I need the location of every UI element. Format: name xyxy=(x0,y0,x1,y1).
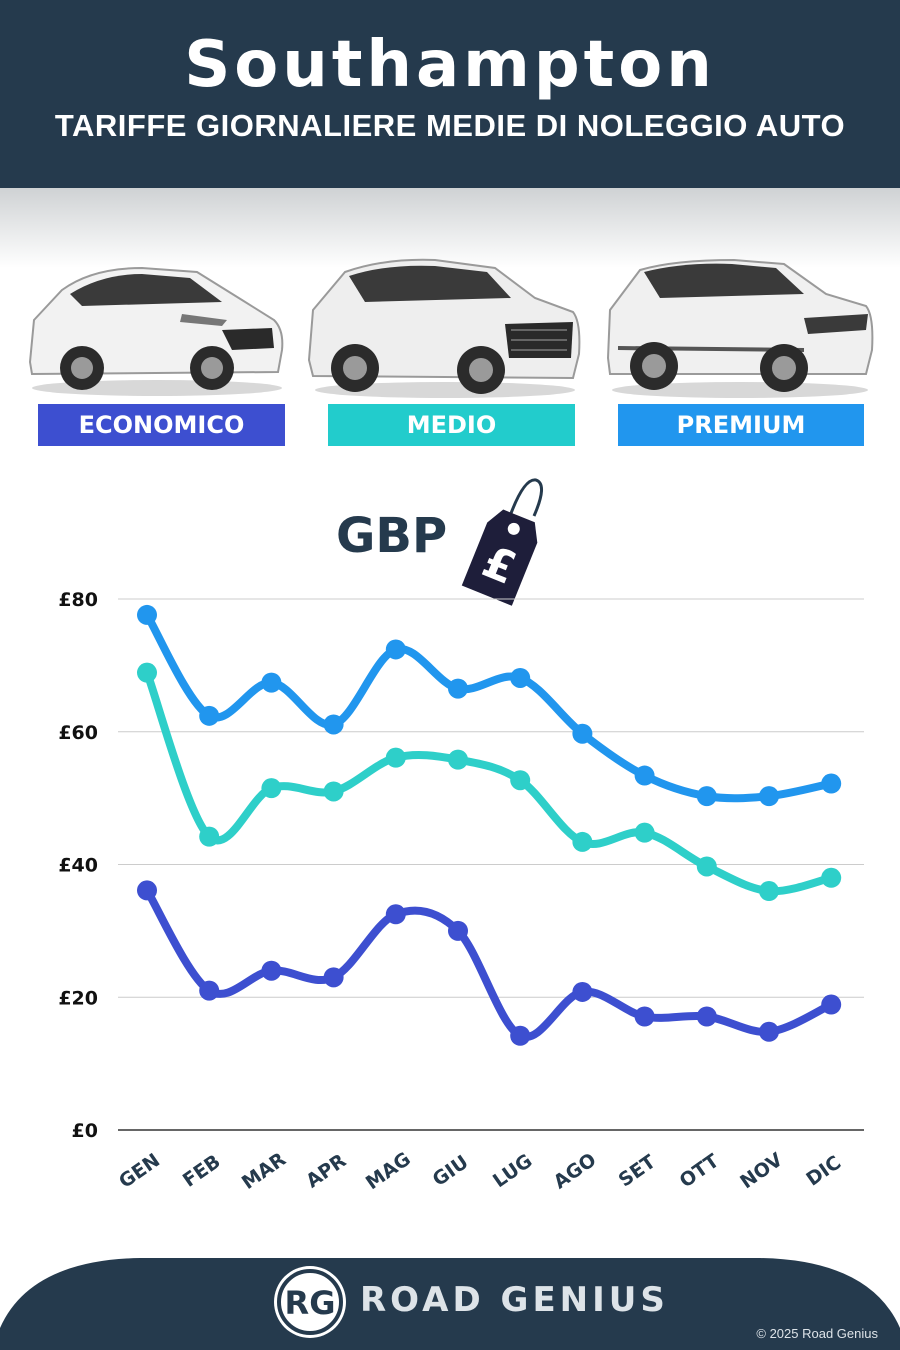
data-point-premium xyxy=(385,639,406,660)
data-point-premium xyxy=(759,786,779,807)
data-point-economico xyxy=(448,920,468,941)
data-point-economico xyxy=(137,880,157,901)
data-point-medio xyxy=(759,881,779,902)
data-point-economico xyxy=(696,1006,717,1027)
premium-suv-image xyxy=(606,258,874,398)
y-tick-label: £40 xyxy=(58,855,98,877)
data-point-medio xyxy=(385,747,406,768)
data-point-medio xyxy=(448,749,468,770)
data-point-medio xyxy=(137,662,157,683)
data-point-medio xyxy=(323,781,344,802)
data-point-premium xyxy=(261,672,282,693)
y-tick-label: £60 xyxy=(58,722,98,744)
data-point-economico xyxy=(261,960,282,981)
data-point-economico xyxy=(385,904,406,925)
data-point-economico xyxy=(572,981,593,1002)
data-point-premium xyxy=(448,678,468,699)
category-label-medio: MEDIO xyxy=(328,404,575,446)
x-tick-label: DIC xyxy=(802,1152,845,1191)
footer-banner: RG xyxy=(0,1258,900,1350)
x-tick-label: APR xyxy=(302,1149,350,1192)
y-tick-label: £20 xyxy=(58,987,98,1009)
data-point-premium xyxy=(199,705,220,726)
copyright-text: © 2025 Road Genius xyxy=(756,1326,878,1341)
data-point-economico xyxy=(634,1006,655,1027)
x-tick-label: NOV xyxy=(736,1149,787,1194)
data-point-economico xyxy=(323,967,344,988)
x-tick-label: MAG xyxy=(362,1148,415,1194)
series-line-economico xyxy=(143,886,836,1041)
x-tick-label: GIU xyxy=(429,1151,473,1191)
data-point-premium xyxy=(323,714,344,735)
category-label-economico: ECONOMICO xyxy=(38,404,285,446)
page-subtitle: TARIFFE GIORNALIERE MEDIE DI NOLEGGIO AU… xyxy=(54,108,846,143)
category-label-premium: PREMIUM xyxy=(618,404,864,446)
x-tick-label: SET xyxy=(615,1151,660,1192)
series-line-premium xyxy=(143,610,836,803)
y-tick-label: £0 xyxy=(72,1120,98,1142)
price-tag-icon: £ xyxy=(461,478,543,606)
line-chart: £0 £20 £40 £60 £80 GEN FEB MAR APR MAG GIU LUG AGO SE… xyxy=(58,589,864,1194)
data-point-economico xyxy=(510,1025,531,1046)
header-shadow xyxy=(0,188,900,268)
data-point-premium xyxy=(137,604,157,625)
data-point-medio xyxy=(634,822,655,843)
data-point-premium xyxy=(510,667,531,688)
data-point-premium xyxy=(821,773,842,794)
data-point-economico xyxy=(759,1021,779,1042)
y-tick-label: £80 xyxy=(58,589,98,611)
x-tick-label: GEN xyxy=(115,1149,164,1193)
x-tick-label: OTT xyxy=(676,1150,723,1192)
data-point-economico xyxy=(199,980,220,1001)
currency-label: GBP xyxy=(336,508,448,564)
data-point-economico xyxy=(821,994,842,1015)
series-line-medio xyxy=(143,668,836,896)
data-point-medio xyxy=(696,856,717,877)
data-point-premium xyxy=(634,765,655,786)
x-tick-label: MAR xyxy=(238,1148,290,1194)
data-point-premium xyxy=(696,786,717,807)
x-tick-label: FEB xyxy=(179,1150,225,1191)
x-tick-label: LUG xyxy=(489,1150,536,1192)
data-point-medio xyxy=(199,826,220,847)
data-point-medio xyxy=(261,778,282,799)
data-point-medio xyxy=(572,831,593,852)
economy-car-image xyxy=(28,266,284,396)
header-banner: Southampton TARIFFE GIORNALIERE MEDIE DI… xyxy=(0,0,900,188)
x-tick-label: AGO xyxy=(550,1149,601,1194)
brand-name: ROAD GENIUS xyxy=(360,1280,669,1320)
page-title: Southampton xyxy=(184,28,716,102)
midsize-suv-image xyxy=(307,258,581,398)
data-point-medio xyxy=(821,867,842,888)
data-point-medio xyxy=(510,770,531,791)
rg-logo-text: RG xyxy=(285,1284,336,1322)
data-point-premium xyxy=(572,723,593,744)
rg-logo-circle xyxy=(274,1266,346,1338)
